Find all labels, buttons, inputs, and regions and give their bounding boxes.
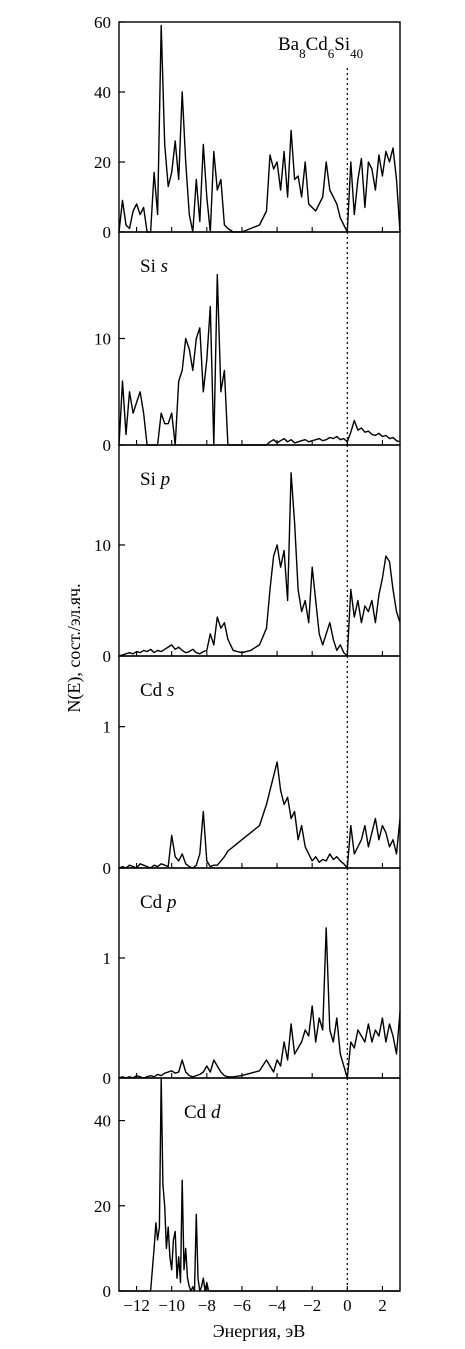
y-tick-label: 0 xyxy=(103,859,112,878)
panel-6: 0 20 40 Cd d xyxy=(94,1077,401,1301)
dos-series-line xyxy=(118,927,401,1079)
panel-3: 0 10 Si p xyxy=(94,444,401,666)
panel-1: 0 20 40 60 Ba8Cd6Si40 xyxy=(94,13,401,242)
x-tick-label: −6 xyxy=(233,1296,251,1315)
y-tick-label: 0 xyxy=(103,436,112,455)
panel-label: Cd p xyxy=(140,892,176,913)
y-tick-label: 0 xyxy=(103,223,112,242)
y-tick-label: 0 xyxy=(103,1069,112,1088)
x-tick-label: −10 xyxy=(158,1296,185,1315)
x-tick-label: −4 xyxy=(268,1296,287,1315)
y-tick-label: 1 xyxy=(103,718,112,737)
y-tick-label: 20 xyxy=(94,153,111,172)
y-tick-label: 40 xyxy=(94,1112,111,1131)
x-tick-label: −2 xyxy=(303,1296,321,1315)
panel-label: Si s xyxy=(140,256,168,277)
y-tick-label: 60 xyxy=(94,13,111,32)
y-tick-label: 10 xyxy=(94,536,111,555)
y-tick-label: 40 xyxy=(94,83,111,102)
y-tick-label: 10 xyxy=(94,330,111,349)
dos-series-line xyxy=(118,273,401,446)
panel-label: Cd d xyxy=(184,1102,221,1123)
x-tick-label: −8 xyxy=(198,1296,216,1315)
dos-series-line xyxy=(118,761,401,869)
panel-label: Ba8Cd6Si40 xyxy=(278,34,363,61)
y-tick-label: 0 xyxy=(103,647,112,666)
panel-label: Cd s xyxy=(140,680,174,701)
panel-2: 0 10 Si s xyxy=(94,231,401,455)
panels-layer: 0 20 40 60 Ba8Cd6Si40 0 10 Si s 0 10 Si p 0 1 Cd s 0 1 C… xyxy=(94,13,401,1301)
panel-label: Si p xyxy=(140,469,170,490)
y-tick-label: 20 xyxy=(94,1197,111,1216)
dos-series-line xyxy=(119,1077,400,1292)
x-axis-title: Энергия, эВ xyxy=(213,1321,306,1341)
y-tick-label: 0 xyxy=(103,1282,112,1301)
dos-series-line xyxy=(118,24,401,233)
x-tick-label: −12 xyxy=(123,1296,150,1315)
x-axis: −12 −10 −8 −6 −4 −2 0 2 xyxy=(123,1296,386,1315)
y-tick-label: 1 xyxy=(103,949,112,968)
y-axis-title: N(E), сост./эл.яч. xyxy=(64,583,85,712)
x-tick-label: 0 xyxy=(343,1296,352,1315)
dos-series-line xyxy=(118,472,401,657)
x-tick-label: 2 xyxy=(378,1296,387,1315)
panel-5: 0 1 Cd p xyxy=(103,867,401,1088)
panel-4: 0 1 Cd s xyxy=(103,655,401,878)
